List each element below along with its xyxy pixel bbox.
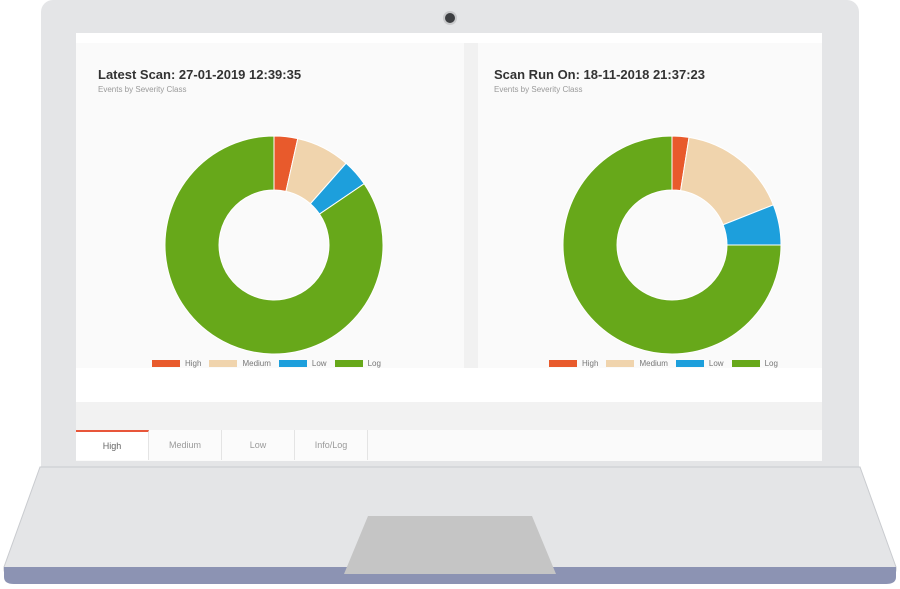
legend-swatch xyxy=(606,359,635,367)
legend-swatch xyxy=(278,359,307,367)
latest-scan-subtitle: Events by Severity Class xyxy=(98,85,187,94)
legend-swatch xyxy=(675,359,704,367)
legend-item-medium[interactable]: Medium xyxy=(209,358,271,368)
legend-swatch xyxy=(209,359,238,367)
legend-item-low[interactable]: Low xyxy=(675,358,724,368)
legend-item-log[interactable]: Log xyxy=(334,358,381,368)
latest-scan-legend: High Medium Low Log xyxy=(152,357,389,369)
latest-scan-title: Latest Scan: 27-01-2019 12:39:35 xyxy=(98,67,302,82)
legend-swatch xyxy=(152,359,180,367)
severity-tabs: High Medium Low Info/Log xyxy=(76,430,822,461)
legend-item-low[interactable]: Low xyxy=(278,358,327,368)
slice-log[interactable] xyxy=(164,135,384,355)
legend-label: High xyxy=(185,358,202,368)
camera-icon xyxy=(445,13,455,23)
previous-scan-subtitle: Events by Severity Class xyxy=(494,85,583,94)
section-separator xyxy=(76,402,822,430)
legend-item-log[interactable]: Log xyxy=(731,358,778,368)
legend-swatch xyxy=(549,359,577,367)
legend-item-high[interactable]: High xyxy=(549,359,598,368)
previous-scan-donut-chart xyxy=(562,135,782,355)
latest-scan-donut-chart xyxy=(164,135,384,355)
legend-swatch xyxy=(731,359,760,367)
previous-scan-title: Scan Run On: 18-11-2018 21:37:23 xyxy=(494,67,705,82)
legend-label: Medium xyxy=(639,358,668,368)
laptop-screen: Latest Scan: 27-01-2019 12:39:35 Events … xyxy=(76,33,822,461)
legend-label: Low xyxy=(708,358,724,368)
previous-scan-legend: High Medium Low Log xyxy=(549,357,786,369)
legend-item-medium[interactable]: Medium xyxy=(606,358,668,368)
tab-medium[interactable]: Medium xyxy=(149,430,222,460)
trackpad xyxy=(344,516,556,574)
legend-label: Medium xyxy=(242,358,271,368)
legend-item-high[interactable]: High xyxy=(152,359,201,368)
previous-scan-panel: Scan Run On: 18-11-2018 21:37:23 Events … xyxy=(478,43,822,368)
tab-low[interactable]: Low xyxy=(222,430,295,460)
legend-label: Low xyxy=(311,358,327,368)
slice-log[interactable] xyxy=(562,135,782,355)
legend-swatch xyxy=(334,359,363,367)
legend-label: High xyxy=(582,358,599,368)
legend-label: Log xyxy=(367,358,381,368)
tab-high[interactable]: High xyxy=(76,430,149,460)
latest-scan-panel: Latest Scan: 27-01-2019 12:39:35 Events … xyxy=(76,43,464,368)
tab-info-log[interactable]: Info/Log xyxy=(295,430,368,460)
panel-divider xyxy=(464,43,478,368)
legend-label: Log xyxy=(764,358,778,368)
laptop-base xyxy=(0,463,900,589)
